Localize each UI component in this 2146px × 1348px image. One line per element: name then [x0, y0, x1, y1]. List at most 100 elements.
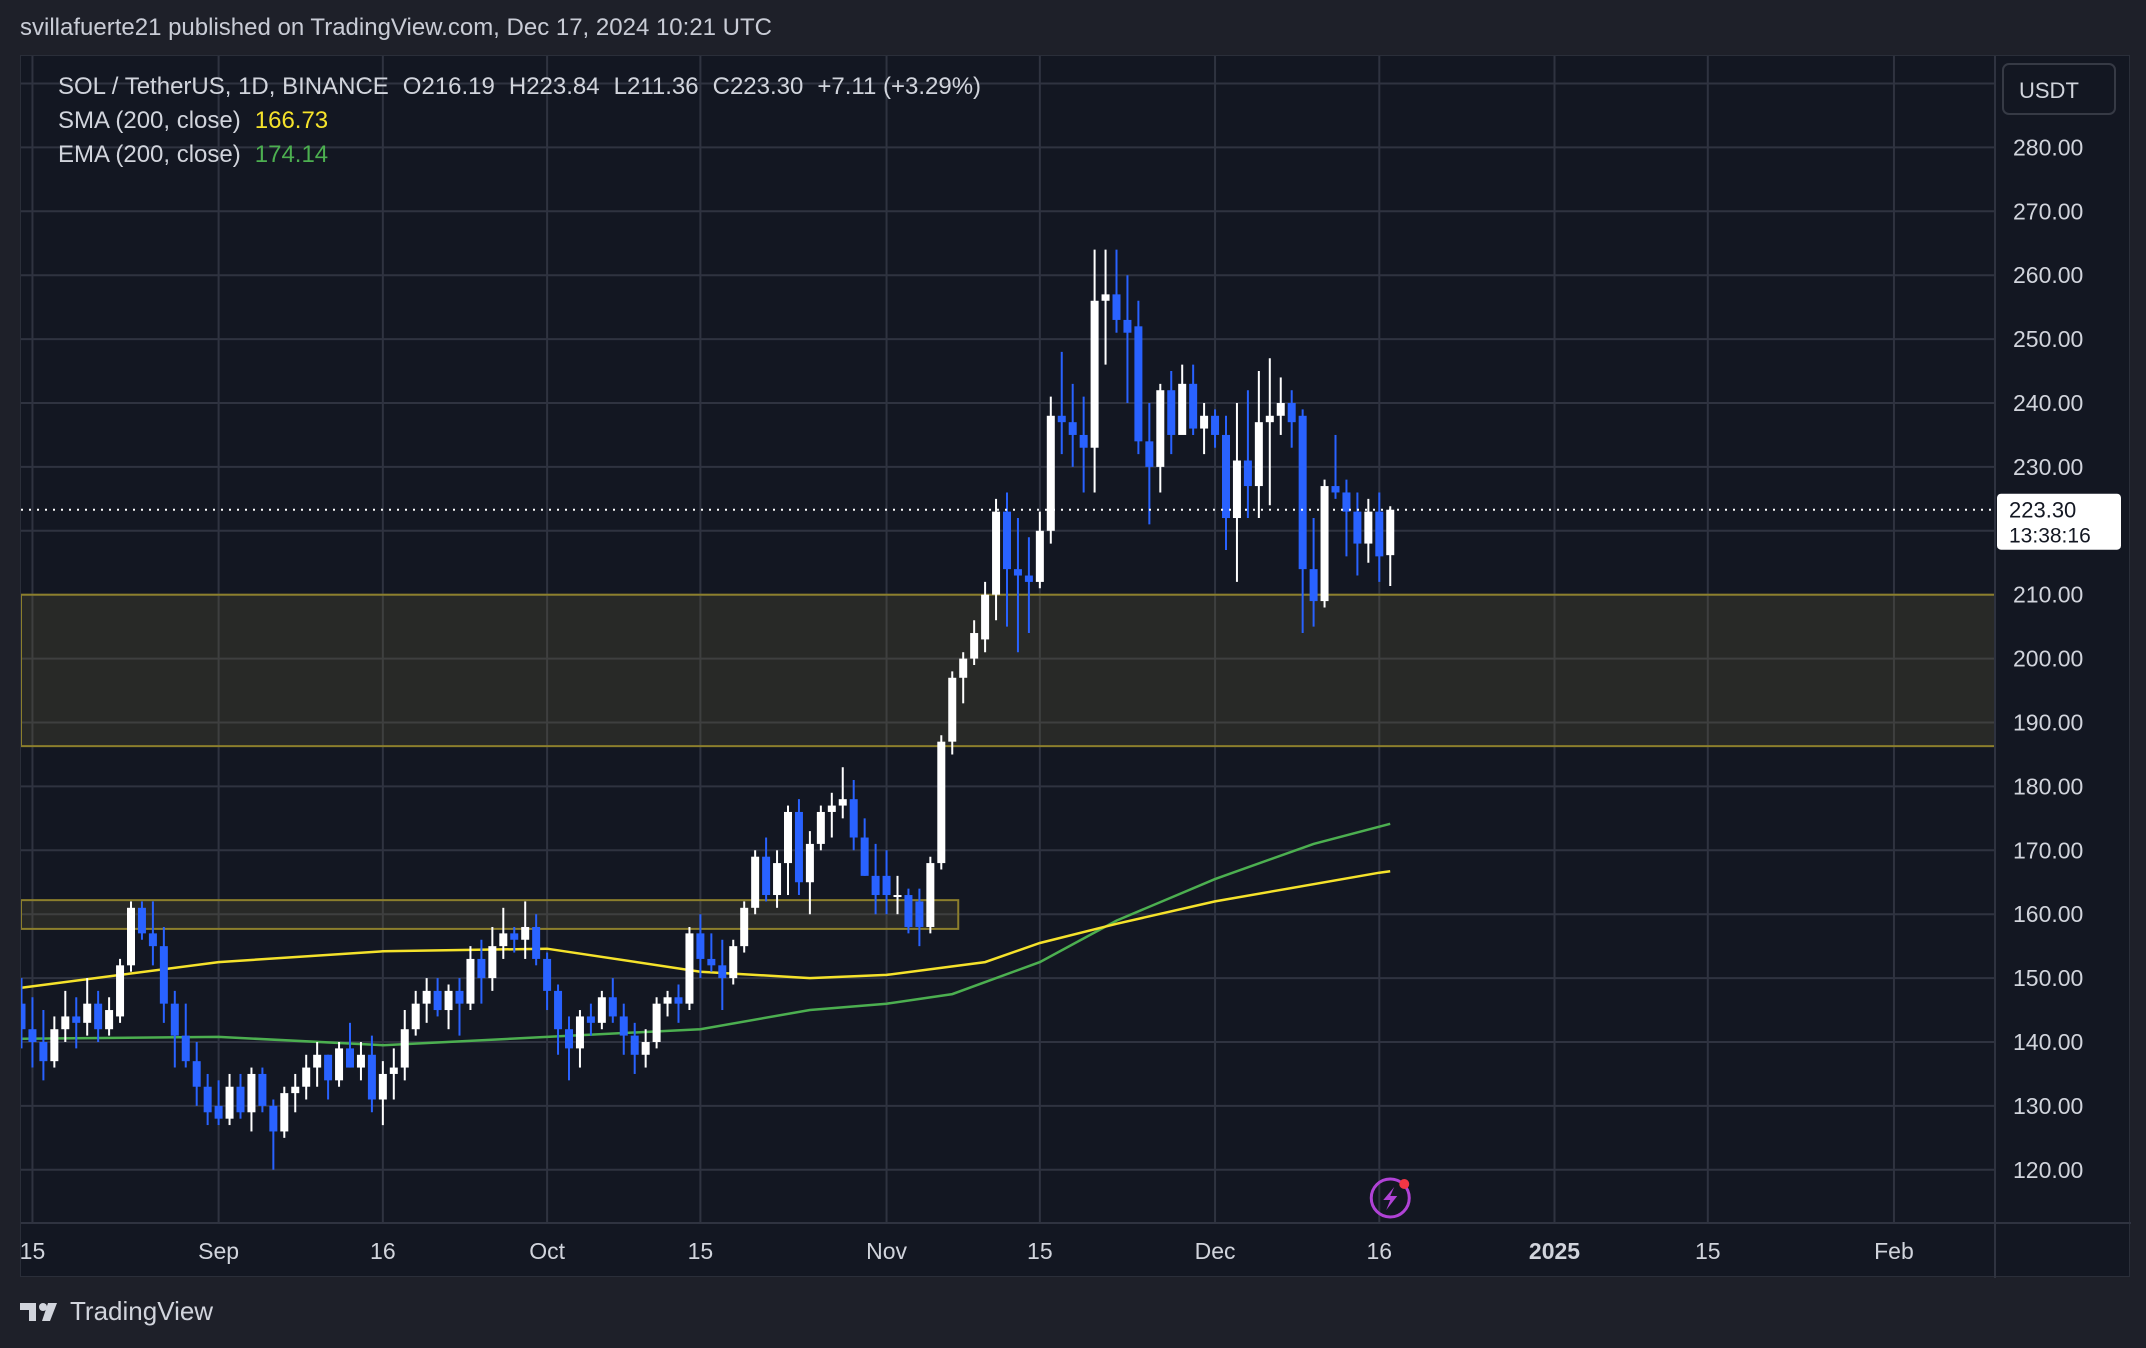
candle[interactable] [488, 946, 497, 979]
candle[interactable] [72, 1016, 81, 1023]
candle[interactable] [1101, 294, 1110, 301]
candle[interactable] [1167, 390, 1176, 435]
candle[interactable] [926, 863, 935, 927]
candle[interactable] [1156, 390, 1165, 467]
candle[interactable] [21, 1003, 26, 1030]
currency-button[interactable] [2002, 63, 2116, 115]
candle[interactable] [94, 1003, 103, 1030]
candle[interactable] [1178, 383, 1187, 435]
candle[interactable] [1068, 422, 1077, 435]
candle[interactable] [1211, 415, 1220, 435]
candle[interactable] [269, 1105, 278, 1132]
candle[interactable] [61, 1016, 70, 1030]
candle[interactable] [751, 856, 760, 908]
candle[interactable] [981, 594, 990, 640]
candle[interactable] [970, 633, 979, 659]
candle[interactable] [181, 1035, 190, 1062]
candle[interactable] [849, 799, 858, 838]
candle[interactable] [214, 1105, 223, 1119]
candle[interactable] [1342, 492, 1351, 512]
candle[interactable] [630, 1035, 639, 1055]
events-lightning-icon[interactable] [1369, 1177, 1411, 1219]
candle[interactable] [521, 926, 530, 940]
candle[interactable] [116, 965, 125, 1017]
candle[interactable] [236, 1086, 245, 1113]
candle[interactable] [915, 901, 924, 927]
candle[interactable] [992, 511, 1001, 595]
candle[interactable] [1375, 511, 1384, 557]
candle[interactable] [510, 933, 519, 940]
candle[interactable] [565, 1029, 573, 1049]
sma-legend[interactable]: SMA (200, close) 166.73 [58, 107, 342, 135]
candle[interactable] [1254, 422, 1263, 487]
candle[interactable] [729, 946, 738, 979]
candle[interactable] [291, 1086, 300, 1094]
candle[interactable] [1189, 383, 1198, 429]
candle[interactable] [816, 811, 825, 844]
candle[interactable] [433, 990, 442, 1011]
candle[interactable] [532, 926, 541, 959]
candle[interactable] [39, 1042, 48, 1062]
candle[interactable] [302, 1067, 311, 1087]
candle[interactable] [466, 958, 475, 1004]
candle[interactable] [586, 1016, 595, 1023]
candle[interactable] [1232, 460, 1241, 519]
candle[interactable] [805, 843, 814, 883]
candle[interactable] [773, 863, 782, 896]
candle[interactable] [400, 1029, 409, 1068]
candle[interactable] [422, 990, 431, 1004]
candle[interactable] [1200, 415, 1209, 429]
candle[interactable] [1046, 415, 1055, 531]
candle[interactable] [1331, 486, 1340, 493]
candle[interactable] [1309, 569, 1318, 602]
candle[interactable] [127, 907, 135, 966]
candle[interactable] [554, 990, 563, 1030]
candle[interactable] [247, 1073, 256, 1113]
candle[interactable] [203, 1086, 212, 1113]
candle[interactable] [148, 933, 157, 947]
candle[interactable] [948, 677, 957, 742]
candle[interactable] [641, 1042, 650, 1055]
candle[interactable] [1364, 511, 1373, 544]
candle[interactable] [1090, 300, 1099, 448]
candle[interactable] [1057, 415, 1066, 423]
candle[interactable] [1276, 403, 1285, 416]
candle[interactable] [860, 837, 869, 876]
candle[interactable] [619, 1016, 628, 1036]
candle[interactable] [762, 856, 771, 896]
candle[interactable] [1287, 403, 1296, 423]
candle[interactable] [904, 895, 913, 927]
candle[interactable] [313, 1054, 322, 1068]
candle[interactable] [1024, 575, 1033, 582]
candle[interactable] [1320, 486, 1329, 602]
sma-200-line[interactable] [21, 869, 1391, 989]
candle[interactable] [1222, 434, 1230, 519]
candle[interactable] [1123, 319, 1132, 333]
candle[interactable] [740, 907, 749, 947]
candle[interactable] [1353, 511, 1362, 544]
candlestick-chart[interactable]: 280.00 270.00 260.00 250.00 240.00 230.00 210.… [21, 56, 2131, 1278]
candle[interactable] [608, 997, 617, 1017]
candle[interactable] [794, 811, 803, 883]
candle[interactable] [50, 1029, 59, 1062]
candle[interactable] [663, 997, 672, 1004]
candle[interactable] [1035, 530, 1044, 582]
candle[interactable] [499, 933, 508, 947]
candle[interactable] [1298, 415, 1307, 570]
candle[interactable] [1003, 511, 1011, 570]
candle[interactable] [959, 658, 968, 678]
ema-200-line[interactable] [21, 822, 1391, 1047]
candle[interactable] [871, 875, 880, 896]
candle[interactable] [324, 1054, 333, 1081]
candle[interactable] [378, 1073, 387, 1100]
candle[interactable] [707, 958, 716, 966]
candle[interactable] [838, 799, 847, 806]
candle[interactable] [346, 1048, 354, 1068]
candle[interactable] [1265, 415, 1274, 423]
candle[interactable] [159, 946, 168, 1004]
candle[interactable] [137, 907, 146, 934]
candle[interactable] [597, 997, 606, 1023]
candle[interactable] [1145, 441, 1154, 467]
candle[interactable] [827, 805, 836, 812]
candle[interactable] [192, 1061, 201, 1087]
